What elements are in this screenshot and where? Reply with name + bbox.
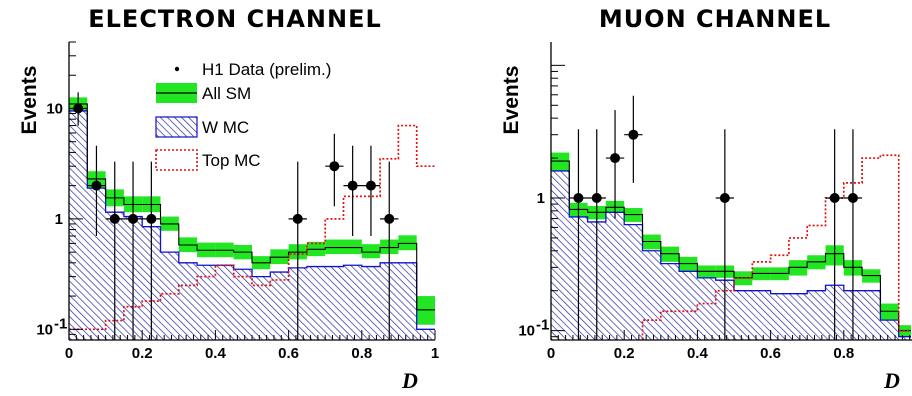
electron-panel: ELECTRON CHANNEL Events D 0 0.2 0.4 0.6 0.8 1… [18,5,439,393]
legend-w-swatch [155,116,198,138]
electron-y-tick-label: 10 [46,100,63,117]
muon-x-axis-label: D [883,368,900,393]
electron-w-mc-line [69,110,435,330]
electron-sm-band-bin [361,244,381,259]
legend-sm-label: All SM [202,84,251,103]
legend-w-label: W MC [202,118,249,137]
electron-data-point [343,145,362,236]
legend-top-label: Top MC [202,151,261,170]
electron-x-tick-label: 0.6 [278,345,299,362]
electron-data-point [105,161,124,340]
electron-y-tick-label: 10 [36,321,53,338]
electron-panel-title: ELECTRON CHANNEL [88,5,382,33]
electron-data-point [380,161,399,340]
muon-x-tick-label: 0.2 [614,345,635,362]
electron-data-point [123,161,143,340]
electron-data-marker [146,213,157,224]
muon-sm-band-bin [880,303,899,321]
muon-x-tick-label: 0.4 [687,345,709,362]
muon-data-marker [591,192,602,203]
muon-x-tick-label: 0.6 [760,345,781,362]
electron-top-mc-line [69,124,435,331]
muon-panel: MUON CHANNEL Events D 0 0.2 0.4 0.6 0.8 1 10 -1 [500,5,912,393]
electron-data-marker [384,213,395,224]
electron-data-marker [365,180,376,191]
electron-x-tick-label: 0 [65,345,73,362]
electron-data-marker [329,161,340,172]
electron-data-marker [347,180,358,191]
electron-y-tick-exponent: -1 [54,315,67,332]
electron-x-axis-label: D [401,368,418,393]
muon-data-marker [847,192,858,203]
electron-data-marker [91,180,102,191]
muon-data-marker [628,129,639,140]
muon-data-marker [829,192,840,203]
electron-y-tick-label: 1 [55,211,63,228]
muon-x-tick-label: 0 [547,345,555,362]
muon-sm-band-bin [551,152,570,171]
muon-plot-content [551,95,911,340]
muon-top-mc-line [641,154,911,340]
muon-w-mc-fill [551,170,911,340]
electron-plot-content [69,92,435,340]
muon-data-marker [573,192,584,203]
muon-plot-area: 0 0.2 0.4 0.6 0.8 1 10 -1 [518,42,912,362]
electron-sm-line [69,103,435,311]
electron-w-mc-fill [69,110,435,340]
legend-data-marker [174,66,180,72]
electron-x-tick-label: 0.2 [132,345,153,362]
electron-data-marker [128,213,139,224]
muon-data-point [587,129,606,340]
muon-data-point [843,129,863,340]
electron-sm-band-bin [343,239,362,255]
muon-panel-title: MUON CHANNEL [599,5,831,33]
muon-y-tick-exponent: -1 [536,317,549,334]
electron-sm-band-bin [398,235,417,251]
muon-y-tick-label: 1 [537,190,545,207]
muon-data-point [825,129,844,340]
muon-data-marker [719,192,730,203]
electron-data-point [325,133,344,207]
electron-data-point [142,161,161,340]
electron-data-point [361,145,381,236]
muon-data-marker [610,153,621,164]
muon-data-point [605,110,625,219]
electron-sm-band-bin [325,239,344,255]
electron-x-tick-label: 1 [431,345,439,362]
muon-data-point [715,129,734,340]
electron-data-marker [292,213,303,224]
electron-data-point [288,161,307,340]
legend-data-label: H1 Data (prelim.) [202,60,331,79]
muon-y-tick-label: 10 [518,323,535,340]
legend: H1 Data (prelim.) All SM W MC Top MC [155,60,331,171]
electron-x-tick-label: 0.4 [205,345,227,362]
electron-data-marker [109,213,120,224]
muon-data-point [569,129,588,340]
muon-sm-line [551,160,911,332]
muon-x-tick-label: 0.8 [833,345,854,362]
muon-data-point [624,95,643,183]
legend-top-swatch [155,149,198,171]
electron-data-point [87,145,106,236]
muon-y-axis-label: Events [500,66,523,135]
electron-x-tick-label: 0.8 [351,345,372,362]
electron-y-axis-label: Events [18,66,41,135]
